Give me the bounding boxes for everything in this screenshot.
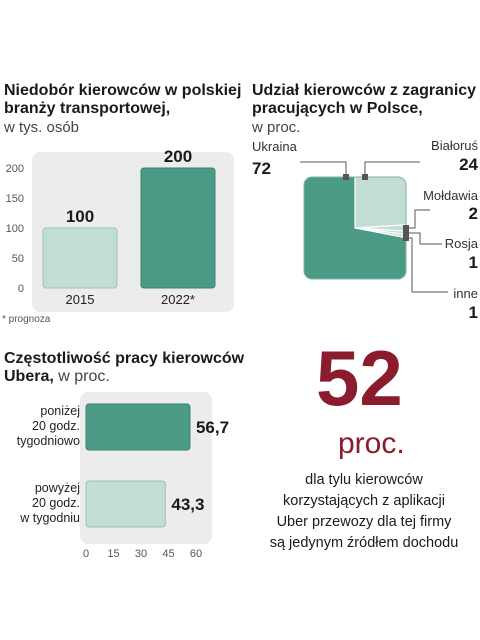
chart3-title-unit: w proc.: [53, 368, 110, 385]
highlight-line: są jedynym źródłem dochodu: [269, 535, 459, 551]
chart2-pie-body: [304, 177, 406, 279]
chart3-title: Częstotliwość pracy kierowców Ubera, w p…: [4, 350, 244, 386]
chart1-value-label: 100: [66, 207, 94, 226]
chart2-leader-line: [406, 232, 442, 245]
chart2-title: Udział kierowców z zagranicy pracujących…: [252, 82, 476, 118]
chart2-slice-value: 2: [469, 204, 478, 223]
chart1-value-label: 200: [164, 147, 192, 166]
chart3-x-tick: 45: [162, 548, 174, 560]
chart2-title-line2: pracujących w Polsce,: [252, 100, 423, 117]
chart1-y-tick: 50: [12, 253, 24, 265]
chart2-slice: [354, 221, 406, 235]
chart1-bar: [140, 167, 216, 289]
chart2-leader-line: [406, 237, 448, 293]
chart2-slice-value: 24: [459, 155, 478, 174]
chart3-category-label: poniżej: [40, 404, 80, 418]
highlight-line: korzystających z aplikacji: [283, 493, 445, 509]
chart1-y-tick: 200: [6, 163, 24, 175]
chart2-leader-line: [406, 209, 430, 229]
chart3-value-label: 56,7: [196, 418, 229, 437]
chart1-bar: [42, 227, 118, 289]
chart3-x-tick: 0: [83, 548, 89, 560]
chart2-slice-label: inne: [453, 286, 478, 301]
chart2-slice-value: 72: [252, 159, 271, 178]
chart2-marker: [403, 230, 409, 236]
chart2-slice: [304, 177, 406, 279]
chart2-slice-label: Rosja: [445, 236, 479, 251]
chart1-bar-chart: 0 50 100 150 200 100 2015 200 2022*: [6, 147, 234, 312]
chart2-slice-value: 1: [469, 303, 478, 322]
chart3-x-tick: 30: [135, 548, 147, 560]
highlight-description: dla tylu kierowców korzystających z apli…: [246, 470, 480, 554]
chart3-bar: [85, 480, 166, 528]
chart3-title-line1: Częstotliwość pracy kierowców: [4, 350, 245, 367]
chart1-category-label: 2015: [66, 292, 95, 307]
chart3-category-label: tygodniowo: [17, 434, 80, 448]
chart3-x-tick: 60: [190, 548, 202, 560]
chart3-x-tick: 15: [107, 548, 119, 560]
chart3-category-label: w tygodniu: [19, 511, 80, 525]
chart1-category-label: 2022*: [161, 292, 195, 307]
chart3-category-label: powyżej: [35, 481, 80, 495]
chart2-slice-label: Ukraina: [252, 139, 298, 154]
chart2-slice-label: Białoruś: [431, 138, 478, 153]
chart2-unit: w proc.: [252, 119, 301, 136]
chart2-slice-value: 1: [469, 253, 478, 272]
chart1-y-tick: 0: [18, 283, 24, 295]
chart1-y-tick: 100: [6, 223, 24, 235]
chart2-leader-line: [364, 161, 420, 177]
chart1-footnote: * prognoza: [2, 314, 51, 325]
chart1-title: Niedobór kierowców w polskiej branży tra…: [4, 82, 241, 118]
chart2-marker: [343, 174, 349, 180]
chart2-marker: [403, 225, 409, 231]
chart2-slice-label: Mołdawia: [423, 188, 479, 203]
highlight-line: dla tylu kierowców: [305, 472, 423, 488]
highlight-line: Uber przewozy dla tej firmy: [276, 514, 452, 530]
chart1-y-tick: 150: [6, 193, 24, 205]
chart2-marker: [362, 174, 368, 180]
chart1-unit: w tys. osób: [4, 119, 80, 136]
highlight-number: 52: [316, 334, 403, 422]
chart1-title-line2: branży transportowej,: [4, 100, 171, 117]
chart3-category-label: 20 godz.: [32, 496, 80, 510]
chart2-leader-line: [300, 161, 347, 177]
chart3-title-line2: Ubera,: [4, 368, 54, 385]
chart2-title-line1: Udział kierowców z zagranicy: [252, 82, 477, 99]
chart2-marker: [403, 235, 409, 241]
chart2-slice: [354, 177, 406, 229]
chart1-title-line1: Niedobór kierowców w polskiej: [4, 82, 242, 99]
chart3-value-label: 43,3: [171, 495, 204, 514]
chart3-bar: [85, 403, 191, 451]
chart3-category-label: 20 godz.: [32, 419, 80, 433]
highlight-unit: proc.: [338, 427, 405, 460]
